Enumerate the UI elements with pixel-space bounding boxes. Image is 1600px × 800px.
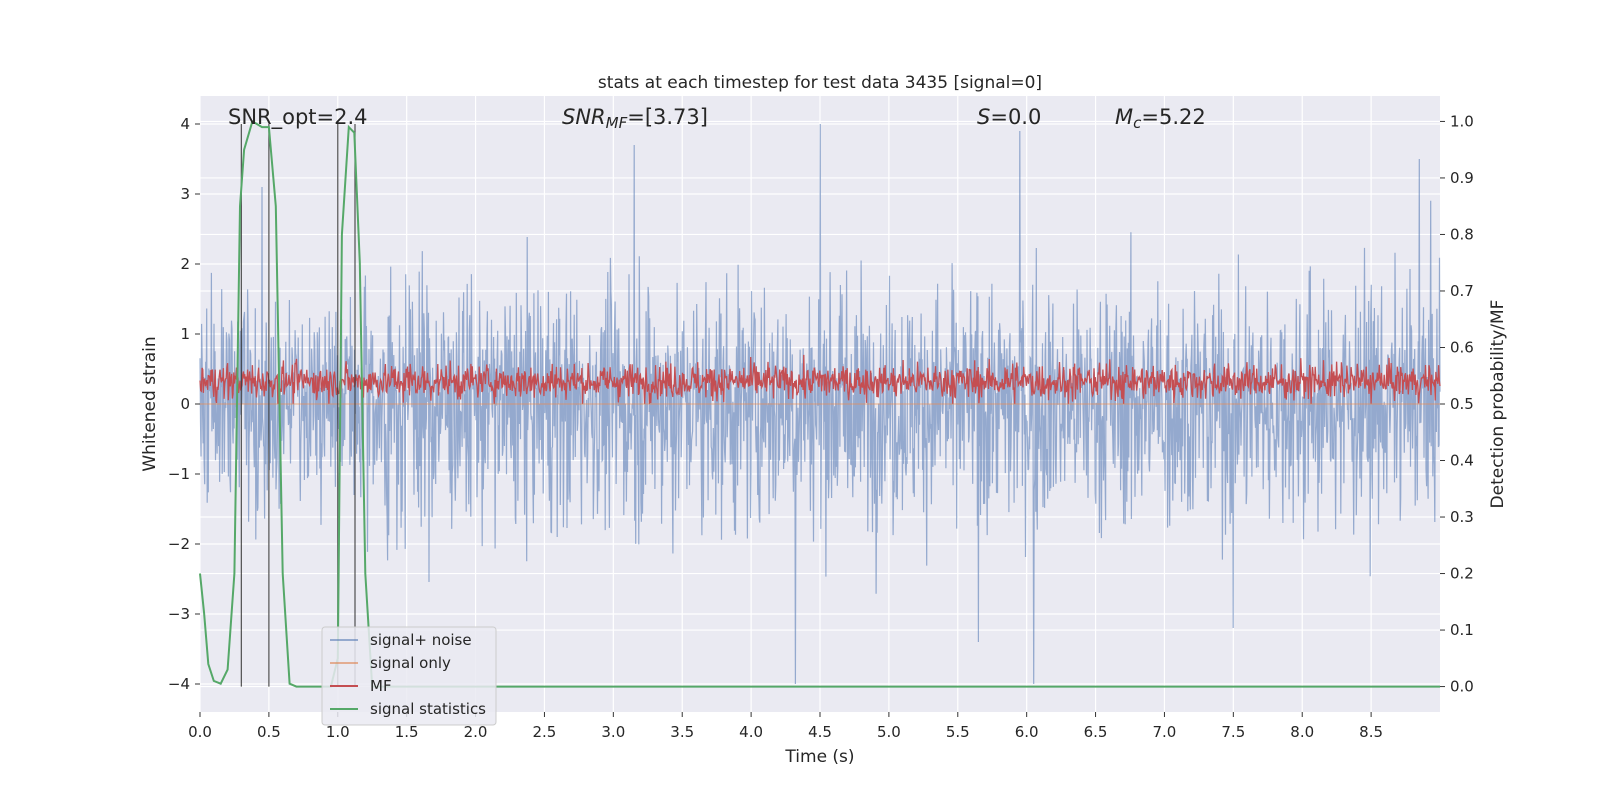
chart-title: stats at each timestep for test data 343… (598, 73, 1042, 93)
left-y-axis-ticks: 4 3 2 1 0 −1 −2 −3 −4 (168, 115, 200, 693)
series-mf (199, 354, 1441, 405)
right-y-tick-label: 0.4 (1450, 452, 1474, 470)
left-y-tick-label: −1 (168, 465, 190, 483)
x-axis-ticks: 0.0 0.5 1.0 1.5 2.0 2.5 3.0 3.5 4.0 4.5 5.0 5.5 6.0 6… (188, 712, 1383, 741)
left-y-tick-label: −3 (168, 605, 190, 623)
annotation-s-value: =0.0 (990, 105, 1041, 129)
x-axis-label: Time (s) (784, 747, 854, 767)
legend-label-signal-noise: signal+ noise (370, 631, 472, 649)
mf-line (199, 354, 1441, 405)
x-tick-label: 0.5 (257, 723, 281, 741)
left-y-tick-label: 2 (180, 255, 190, 273)
x-tick-label: 7.5 (1221, 723, 1245, 741)
annotation-s-label: S (977, 105, 990, 129)
right-y-tick-label: 0.5 (1450, 395, 1474, 413)
legend-label-mf: MF (370, 677, 392, 695)
x-tick-label: 0.0 (188, 723, 212, 741)
x-tick-label: 8.0 (1290, 723, 1314, 741)
x-tick-label: 6.0 (1015, 723, 1039, 741)
annotation-snr-mf: SNRMF=[3.73] (562, 105, 708, 132)
left-y-tick-label: −2 (168, 535, 190, 553)
vertical-markers (240, 124, 356, 687)
legend: signal+ noise signal only MF signal stat… (321, 626, 497, 726)
right-y-tick-label: 0.0 (1450, 678, 1474, 696)
right-y-tick-label: 0.3 (1450, 508, 1474, 526)
x-tick-label: 8.5 (1359, 723, 1383, 741)
annotation-snr-mf-sub: MF (606, 114, 628, 132)
left-y-axis-label: Whitened strain (140, 336, 160, 471)
legend-box (321, 626, 497, 726)
annotation-s: S=0.0 (977, 105, 1041, 129)
x-tick-label: 7.0 (1153, 723, 1177, 741)
annotation-mc-label: M (1115, 105, 1133, 129)
left-y-tick-label: 3 (180, 185, 190, 203)
x-tick-label: 2.5 (533, 723, 557, 741)
x-tick-label: 1.0 (326, 723, 350, 741)
right-y-tick-label: 0.6 (1450, 338, 1474, 356)
left-y-tick-label: −4 (168, 675, 190, 693)
right-y-axis-ticks: 1.0 0.9 0.8 0.7 0.6 0.5 0.4 0.3 0.2 0.1 0.0 (1440, 112, 1474, 696)
series-signal-noise (199, 123, 1441, 685)
x-tick-label: 3.5 (670, 723, 694, 741)
right-y-tick-label: 0.7 (1450, 282, 1474, 300)
right-y-tick-label: 0.8 (1450, 225, 1474, 243)
annotation-snr-opt: SNR_opt=2.4 (228, 105, 368, 130)
right-y-tick-label: 0.2 (1450, 565, 1474, 583)
x-tick-label: 2.0 (464, 723, 488, 741)
x-tick-label: 4.0 (739, 723, 763, 741)
legend-label-signal-statistics: signal statistics (370, 700, 486, 718)
x-tick-label: 1.5 (395, 723, 419, 741)
left-y-tick-label: 1 (180, 325, 190, 343)
annotation-mc-value: =5.22 (1141, 105, 1205, 129)
annotation-snr-mf-value: =[3.73] (627, 105, 708, 129)
legend-label-signal-only: signal only (370, 654, 451, 672)
x-tick-label: 5.0 (877, 723, 901, 741)
x-tick-label: 4.5 (808, 723, 832, 741)
annotation-snr-mf-label: SNR (562, 105, 606, 129)
right-y-tick-label: 0.1 (1450, 621, 1474, 639)
left-y-tick-label: 4 (180, 115, 190, 133)
left-y-tick-label: 0 (180, 395, 190, 413)
annotation-mc-sub: c (1133, 114, 1142, 132)
right-y-tick-label: 0.9 (1450, 169, 1474, 187)
x-tick-label: 5.5 (946, 723, 970, 741)
right-y-tick-label: 1.0 (1450, 112, 1474, 130)
annotation-mc: Mc=5.22 (1115, 105, 1206, 132)
x-tick-label: 6.5 (1084, 723, 1108, 741)
right-y-axis-label: Detection probability/MF (1488, 300, 1508, 509)
x-tick-label: 3.0 (601, 723, 625, 741)
signal-noise-line (199, 123, 1441, 685)
